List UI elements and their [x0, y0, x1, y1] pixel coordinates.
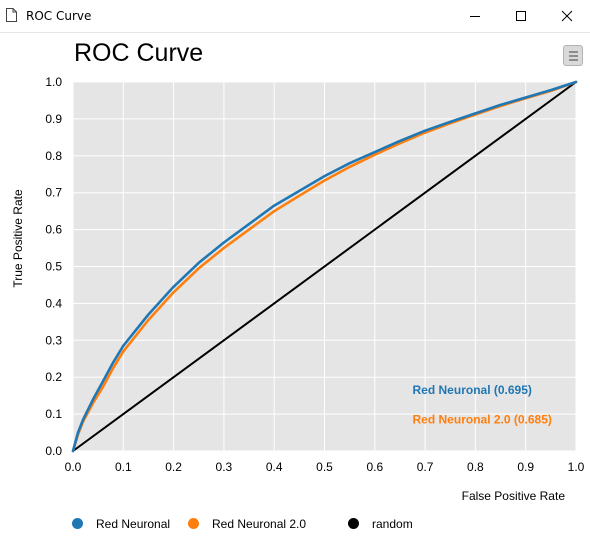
x-tick-label: 0.8	[467, 460, 484, 474]
x-tick-label: 0.4	[266, 460, 283, 474]
x-tick-label: 0.1	[115, 460, 132, 474]
x-tick-label: 0.2	[165, 460, 182, 474]
legend-marker	[72, 518, 83, 529]
series-annotation: Red Neuronal 2.0 (0.685)	[413, 413, 552, 427]
minimize-button[interactable]	[452, 0, 498, 32]
y-tick-label: 0.2	[45, 370, 62, 384]
window-title: ROC Curve	[26, 9, 92, 23]
y-tick-label: 0.3	[45, 333, 62, 347]
y-tick-label: 0.0	[45, 444, 62, 458]
series-annotation: Red Neuronal (0.695)	[413, 383, 532, 397]
x-tick-label: 0.7	[417, 460, 434, 474]
x-tick-label: 0.6	[366, 460, 383, 474]
chart-title: ROC Curve	[74, 39, 204, 67]
legend-marker	[188, 518, 199, 529]
close-button[interactable]	[544, 0, 590, 32]
y-tick-label: 1.0	[45, 75, 62, 89]
chart-menu-button[interactable]	[563, 45, 583, 66]
x-tick-label: 0.9	[517, 460, 534, 474]
maximize-button[interactable]	[498, 0, 544, 32]
legend-label: random	[372, 517, 413, 531]
hamburger-menu-icon	[569, 51, 578, 53]
y-tick-label: 0.8	[45, 149, 62, 163]
x-axis-label: False Positive Rate	[462, 489, 566, 503]
series-line-red-neuronal	[71, 80, 578, 453]
series-line-random	[72, 81, 577, 452]
y-tick-label: 0.5	[45, 260, 62, 274]
y-tick-label: 0.7	[45, 186, 62, 200]
y-axis-label: True Positive Rate	[11, 189, 25, 288]
y-tick-label: 0.9	[45, 112, 62, 126]
x-tick-label: 0.5	[316, 460, 333, 474]
x-tick-label: 0.0	[65, 460, 82, 474]
hamburger-line	[569, 55, 578, 57]
maximize-icon	[516, 11, 526, 21]
y-tick-label: 0.6	[45, 223, 62, 237]
x-tick-label: 1.0	[568, 460, 585, 474]
y-tick-label: 0.4	[45, 296, 62, 310]
legend-label: Red Neuronal	[96, 517, 171, 531]
window-titlebar: ROC Curve	[0, 0, 590, 33]
minimize-icon	[470, 16, 480, 17]
legend-label: Red Neuronal 2.0	[212, 517, 307, 531]
legend-marker	[348, 518, 359, 529]
y-tick-label: 0.1	[45, 407, 62, 421]
document-icon	[6, 8, 17, 22]
x-tick-label: 0.3	[216, 460, 233, 474]
hamburger-line	[569, 59, 578, 61]
close-icon	[561, 10, 573, 22]
